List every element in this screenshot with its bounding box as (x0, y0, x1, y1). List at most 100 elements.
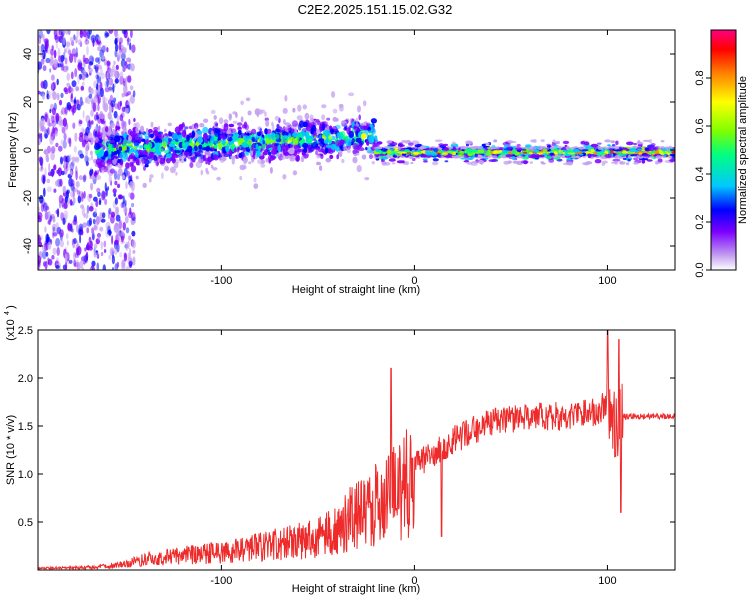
heatmap-cell (124, 82, 128, 90)
heatmap-cell (169, 166, 176, 174)
heatmap-cell (65, 122, 69, 130)
heatmap-cell (215, 122, 219, 127)
heatmap-cell (266, 137, 269, 145)
heatmap-cell (253, 177, 257, 183)
heatmap-cell (386, 149, 392, 155)
heatmap-x-ticks: -100 0 100 (210, 30, 617, 287)
heatmap-cell (63, 161, 67, 170)
heatmap-cell (64, 196, 68, 204)
heatmap-cell (491, 155, 496, 158)
heatmap-cell (101, 45, 106, 53)
heatmap-cell (352, 142, 358, 150)
heatmap-cell (397, 146, 401, 150)
heatmap-cell (321, 123, 326, 131)
heatmap-cell (99, 67, 103, 76)
heatmap-cell (97, 191, 101, 197)
heatmap-cell (117, 232, 121, 242)
heatmap-cell (214, 131, 221, 138)
heatmap-cell (98, 125, 101, 135)
heatmap-cell (45, 251, 49, 257)
heatmap-cell (352, 149, 358, 154)
heatmap-cell (133, 118, 136, 122)
heatmap-cell (128, 235, 132, 241)
heatmap-cell (102, 264, 106, 270)
heatmap-cell (622, 147, 628, 150)
heatmap-cell (104, 198, 108, 206)
heatmap-cell (93, 250, 97, 258)
heatmap-cell (331, 91, 336, 98)
heatmap-cell (76, 240, 79, 248)
heatmap-cell (48, 162, 51, 173)
heatmap-cell (174, 150, 181, 154)
heatmap-cell (101, 190, 106, 201)
heatmap-cell (45, 57, 51, 64)
heatmap-cell (466, 161, 473, 165)
heatmap-cell (581, 149, 589, 152)
heatmap-cell (485, 152, 492, 156)
heatmap-cell (257, 159, 264, 165)
heatmap-cell (613, 145, 619, 150)
heatmap-cell (404, 149, 410, 153)
heatmap-cell (314, 139, 318, 143)
heatmap-cell (661, 148, 668, 152)
heatmap-cell (340, 131, 346, 137)
snr-y-tick-label: 2.0 (18, 373, 33, 385)
heatmap-cell (128, 192, 131, 198)
heatmap-cell (164, 128, 167, 133)
heatmap-cell (202, 147, 208, 151)
heatmap-cell (88, 67, 93, 74)
heatmap-cell (118, 219, 123, 230)
heatmap-cell (99, 160, 106, 167)
heatmap-cell (90, 120, 94, 125)
heatmap-cell (633, 142, 637, 146)
heatmap-cell (124, 107, 129, 114)
heatmap-cell (277, 151, 281, 157)
heatmap-cell (89, 87, 94, 95)
heatmap-cell (135, 158, 140, 166)
heatmap-cell (292, 107, 296, 113)
heatmap-cell (191, 156, 196, 163)
heatmap-cell (128, 175, 132, 183)
heatmap-cell (131, 240, 136, 249)
heatmap-cell (609, 150, 613, 155)
heatmap-cell (285, 144, 289, 151)
heatmap-cell (38, 34, 42, 45)
heatmap-cell (118, 51, 122, 60)
heatmap-cell (112, 188, 117, 194)
heatmap-cell (246, 132, 250, 136)
heatmap-cell (139, 144, 144, 149)
heatmap-cell (46, 178, 51, 184)
heatmap-cell (309, 146, 315, 152)
heatmap-cell (651, 156, 657, 160)
heatmap-cell (111, 235, 114, 245)
heatmap-cell (105, 32, 110, 37)
heatmap-cell (108, 77, 114, 86)
heatmap-cell (57, 47, 61, 58)
heatmap-cell (69, 53, 74, 64)
heatmap-cell (119, 71, 124, 79)
heatmap-cell (619, 161, 624, 165)
heatmap-cell (296, 115, 303, 121)
heatmap-cell (267, 139, 274, 144)
heatmap-cell (234, 133, 240, 137)
heatmap-cell (82, 139, 87, 147)
heatmap-cell (86, 30, 91, 39)
heatmap-cell (44, 133, 48, 139)
heatmap-cell (299, 120, 305, 128)
heatmap-cell (123, 206, 128, 214)
heatmap-cell (49, 215, 53, 222)
heatmap-cell (488, 159, 496, 163)
heatmap-cell (122, 48, 127, 54)
heatmap-cell (607, 144, 611, 147)
heatmap-cell (232, 111, 237, 115)
colorbar-tick-label: 0.4 (694, 166, 706, 181)
heatmap-cell (102, 100, 106, 111)
heatmap-cell (59, 178, 63, 187)
heatmap-cell (329, 149, 334, 155)
heatmap-cell (265, 119, 270, 127)
heatmap-cell (625, 162, 630, 166)
heatmap-cell (132, 216, 136, 221)
heatmap-cell (213, 144, 218, 149)
heatmap-cell (299, 139, 304, 145)
heatmap-cell (167, 122, 172, 127)
